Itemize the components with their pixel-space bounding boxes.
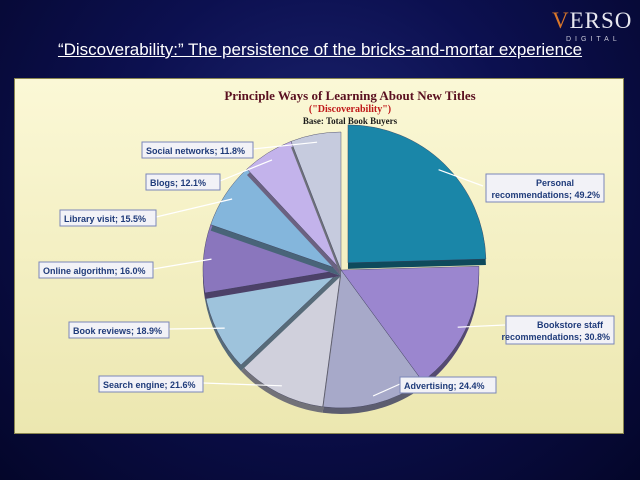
data-label-online-algorithm: Online algorithm; 16.0%	[43, 266, 146, 276]
chart-subtitle: ("Discoverability")	[309, 104, 391, 115]
leader-line-personal-recommendations	[438, 169, 484, 187]
leader-line-book-reviews	[168, 327, 225, 330]
chart-base-note: Base: Total Book Buyers	[303, 116, 398, 126]
data-label-box-library-visit	[59, 209, 157, 227]
data-label-box-bookstore-staff-recommendations	[505, 315, 615, 345]
data-label-advertising: Advertising; 24.4%	[404, 381, 485, 391]
leader-line-blogs	[219, 159, 273, 182]
data-label-bookstore-staff-recommendations-line-1: Bookstore staff	[537, 320, 604, 330]
data-label-blogs: Blogs; 12.1%	[150, 178, 206, 188]
data-label-box-personal-recommendations	[485, 173, 605, 203]
data-label-bookstore-staff-recommendations-line-2: recommendations; 30.8%	[501, 332, 610, 342]
chart-panel: Principle Ways of Learning About New Tit…	[14, 78, 624, 434]
data-label-personal-recommendations-line-2: recommendations; 49.2%	[491, 190, 600, 200]
pie-slice-bookstore-staff-recommendations	[340, 266, 480, 382]
leader-line-online-algorithm	[152, 258, 212, 270]
logo-word: VERSO	[552, 8, 633, 33]
leader-line-search-engine	[202, 382, 282, 387]
data-label-library-visit: Library visit; 15.5%	[64, 214, 146, 224]
data-label-search-engine: Search engine; 21.6%	[103, 380, 196, 390]
data-label-book-reviews: Book reviews; 18.9%	[73, 326, 162, 336]
data-label-box-social-networks	[141, 141, 254, 159]
data-label-box-search-engine	[98, 375, 204, 393]
data-label-personal-recommendations-line-1: Personal	[536, 178, 574, 188]
slide-title: “Discoverability:” The persistence of th…	[57, 40, 583, 59]
pie-slice-social-networks	[290, 131, 342, 271]
data-label-box-advertising	[399, 376, 497, 394]
pie-slice-personal-recommendations	[347, 124, 487, 264]
verso-digital-logo: VERSO DIGITAL	[536, 8, 631, 48]
leader-line-library-visit	[155, 198, 233, 218]
data-label-box-book-reviews	[68, 321, 170, 339]
data-label-box-online-algorithm	[38, 261, 154, 279]
leader-line-bookstore-staff-recommendations	[457, 324, 506, 328]
leader-line-social-networks	[252, 141, 318, 150]
chart-title: Principle Ways of Learning About New Tit…	[224, 88, 475, 103]
pie-chart: Principle Ways of Learning About New Tit…	[38, 88, 615, 415]
data-label-box-blogs	[145, 173, 221, 191]
data-label-social-networks: Social networks; 11.8%	[146, 146, 245, 156]
leader-line-advertising	[372, 383, 401, 397]
logo-subtitle: DIGITAL	[566, 36, 621, 43]
